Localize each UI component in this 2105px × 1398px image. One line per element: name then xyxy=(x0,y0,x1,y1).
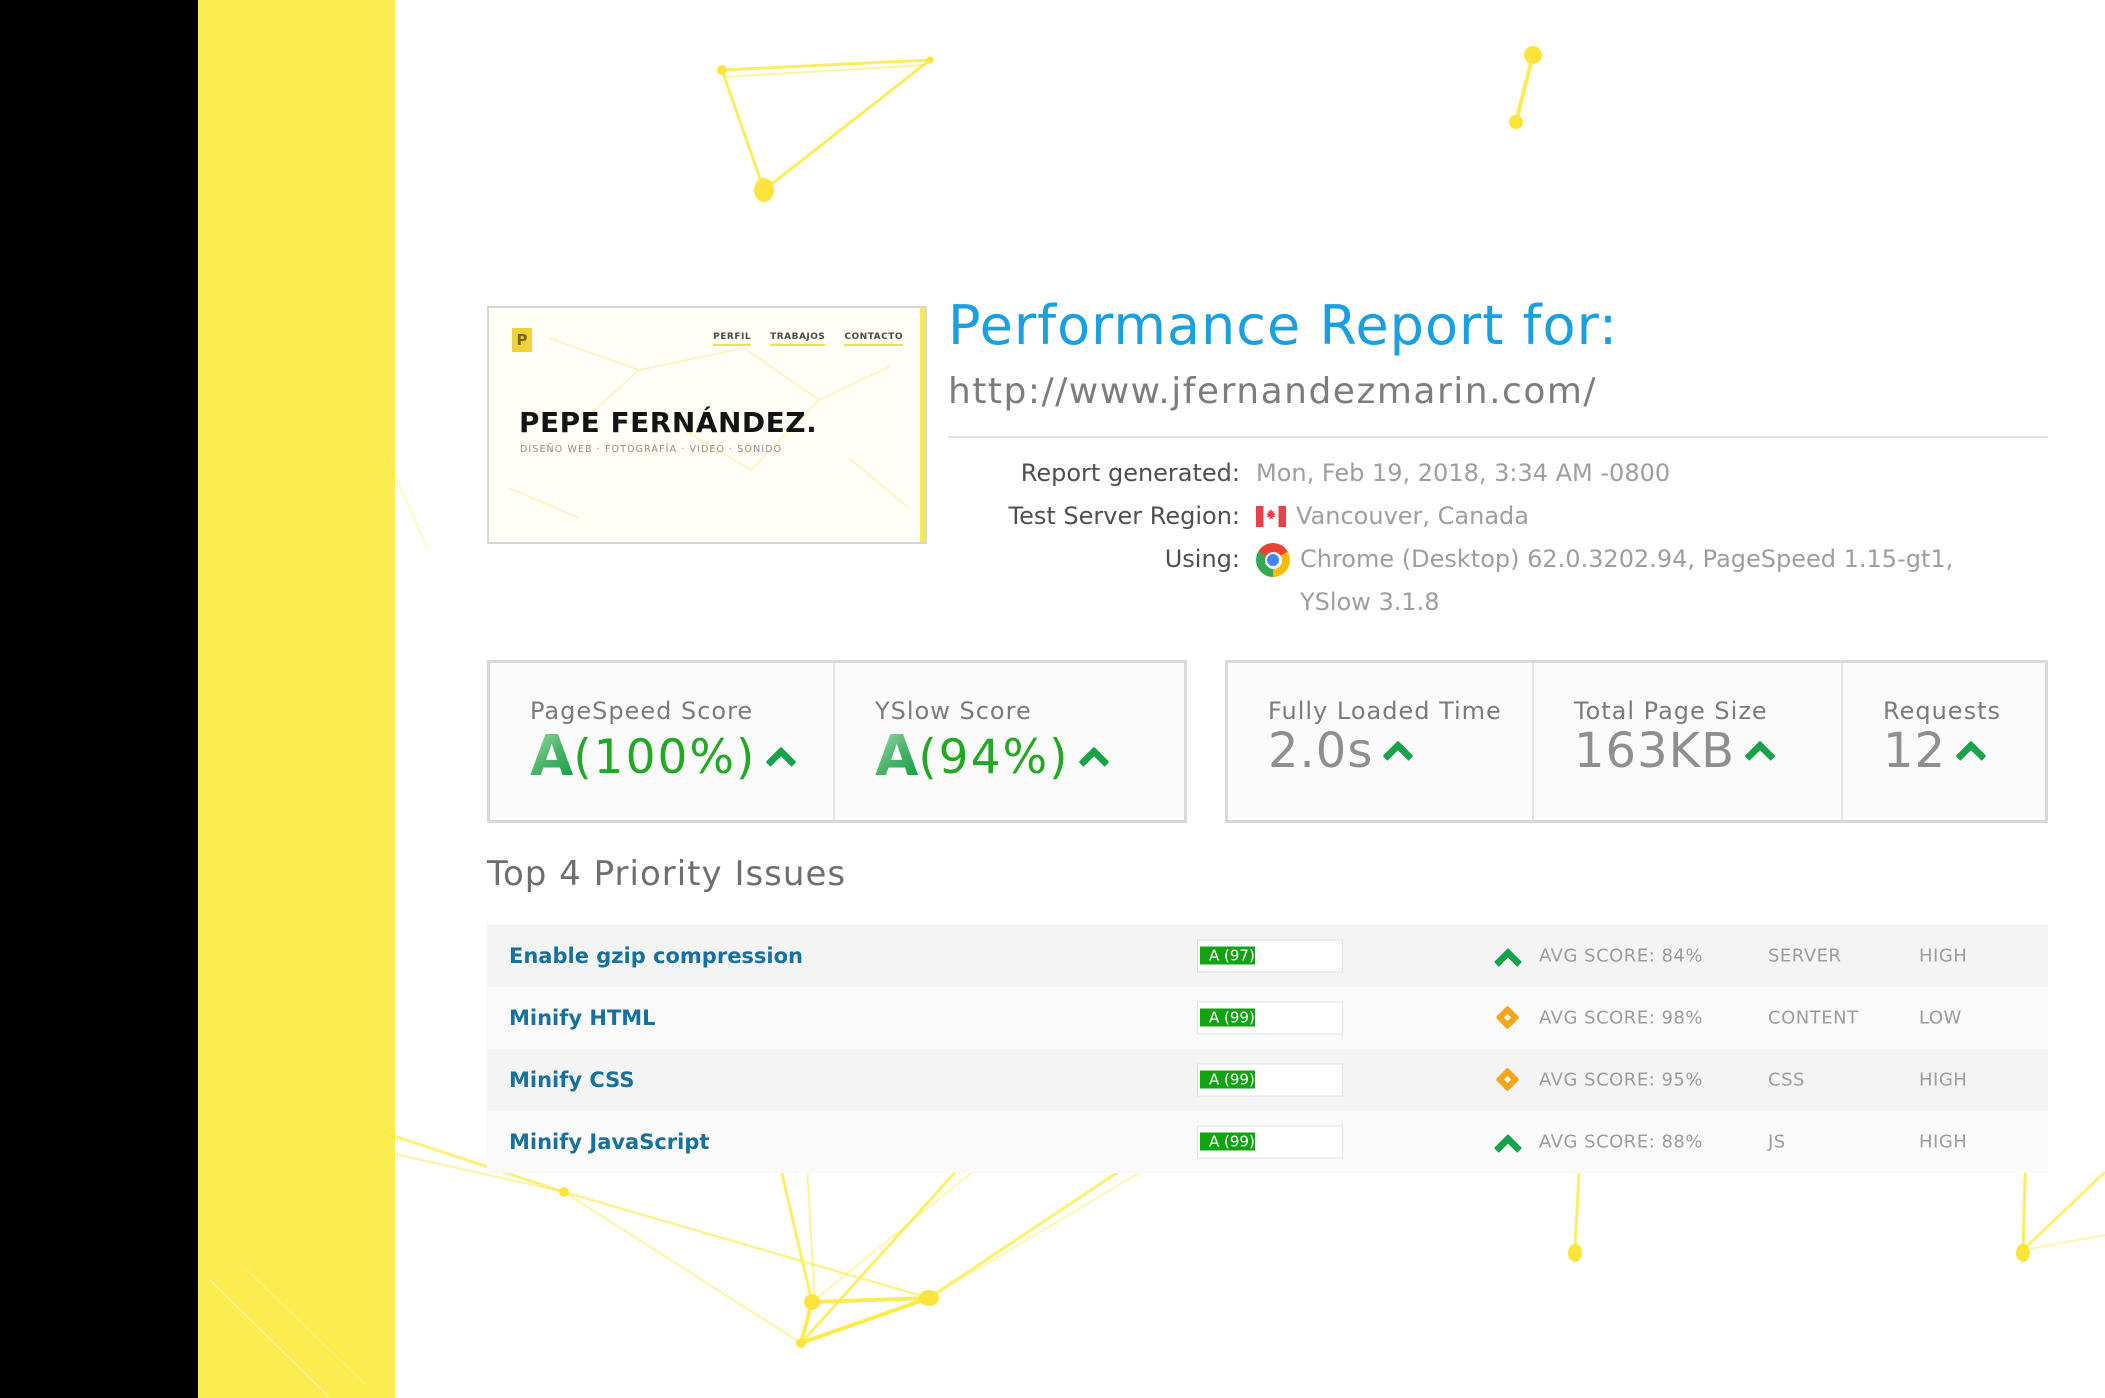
preview-site-tagline: DISEÑO WEB · FOTOGRAFÍA · VIDEO · SONIDO xyxy=(520,444,783,455)
yslow-grade: A xyxy=(875,724,919,789)
issue-row[interactable]: Minify JavaScript A (99) AVG SCORE: 88% … xyxy=(487,1111,2048,1173)
trend-up-caret-icon[interactable] xyxy=(1382,740,1414,772)
issue-category: JS xyxy=(1768,1131,1786,1153)
total-page-size-cell: Total Page Size 163KB xyxy=(1532,663,1841,820)
pagespeed-grade: A xyxy=(530,724,574,789)
trend-up-caret-icon[interactable] xyxy=(1078,746,1111,778)
total-page-size-label: Total Page Size xyxy=(1574,697,1768,725)
thumbnail-background-pattern xyxy=(508,337,910,519)
avg-score: AVG SCORE: 84% xyxy=(1539,945,1703,967)
avg-score: AVG SCORE: 88% xyxy=(1539,1131,1703,1153)
issue-category: SERVER xyxy=(1768,945,1842,967)
issue-priority: HIGH xyxy=(1919,1131,1968,1153)
preview-nav-item: CONTACTO xyxy=(844,332,903,346)
issue-link[interactable]: Enable gzip compression xyxy=(509,944,804,968)
chrome-icon xyxy=(1256,543,1290,577)
preview-yellow-edge xyxy=(920,308,925,542)
page-title: Performance Report for: xyxy=(948,294,1619,357)
requests-label: Requests xyxy=(1883,697,2001,725)
issue-row[interactable]: Enable gzip compression A (97) AVG SCORE… xyxy=(487,925,2048,987)
pagespeed-score-cell: PageSpeed Score A (100%) xyxy=(490,663,833,820)
issue-priority: LOW xyxy=(1919,1007,1962,1029)
trend-up-caret-icon[interactable] xyxy=(1955,740,1987,772)
canada-flag-icon xyxy=(1256,506,1286,527)
chevron-up-icon xyxy=(1495,943,1521,969)
score-badge-fill: A (99) xyxy=(1200,1008,1255,1027)
avg-score: AVG SCORE: 98% xyxy=(1539,1007,1703,1029)
meta-value: Vancouver, Canada xyxy=(1256,495,1529,538)
site-preview-thumbnail: P PERFIL TRABAJOS CONTACTO PEPE FERNÁNDE… xyxy=(487,306,927,544)
meta-label: Using: xyxy=(1164,545,1240,573)
issue-link[interactable]: Minify JavaScript xyxy=(509,1130,710,1154)
issue-priority: HIGH xyxy=(1919,1069,1968,1091)
meta-report-generated: Report generated: Mon, Feb 19, 2018, 3:3… xyxy=(948,452,2048,495)
preview-nav: PERFIL TRABAJOS CONTACTO xyxy=(713,332,903,346)
diamond-icon xyxy=(1495,1005,1521,1031)
score-badge-fill: A (99) xyxy=(1200,1132,1255,1151)
preview-nav-item: TRABAJOS xyxy=(770,332,826,346)
score-badge-fill: A (99) xyxy=(1200,1070,1255,1089)
score-badge: A (99) xyxy=(1197,1125,1343,1159)
score-badge-fill: A (97) xyxy=(1200,946,1255,965)
issue-category: CONTENT xyxy=(1768,1007,1859,1029)
grade-scores-box: PageSpeed Score A (100%) YSlow Score A (… xyxy=(487,660,1187,823)
total-page-size-value: 163KB xyxy=(1574,723,1736,779)
issue-link[interactable]: Minify HTML xyxy=(509,1006,656,1030)
pagespeed-percent: (100%) xyxy=(573,729,757,785)
score-badge: A (99) xyxy=(1197,1001,1343,1035)
page-stats-box: Fully Loaded Time 2.0s Total Page Size 1… xyxy=(1225,660,2048,823)
report-generated-value: Mon, Feb 19, 2018, 3:34 AM -0800 xyxy=(1256,459,1671,487)
left-yellow-bar xyxy=(198,0,395,1398)
pagespeed-score-label: PageSpeed Score xyxy=(530,697,754,725)
chevron-up-icon xyxy=(1495,1129,1521,1155)
preview-site-title: PEPE FERNÁNDEZ. xyxy=(519,406,818,439)
meta-test-server-region: Test Server Region: Vancouver, Canada xyxy=(948,495,2048,538)
priority-issues-table: Enable gzip compression A (97) AVG SCORE… xyxy=(487,925,2048,1173)
issue-row[interactable]: Minify HTML A (99) AVG SCORE: 98% CONTEN… xyxy=(487,987,2048,1049)
meta-label: Test Server Region: xyxy=(1008,502,1240,530)
left-black-bar xyxy=(0,0,198,1398)
report-url[interactable]: http://www.jfernandezmarin.com/ xyxy=(948,371,1598,412)
score-badge: A (97) xyxy=(1197,939,1343,973)
requests-cell: Requests 12 xyxy=(1841,663,2045,820)
requests-value: 12 xyxy=(1883,723,1947,779)
test-server-region-value: Vancouver, Canada xyxy=(1296,502,1529,530)
diamond-icon xyxy=(1495,1067,1521,1093)
report-header: Performance Report for: http://www.jfern… xyxy=(948,294,2048,624)
fully-loaded-time-label: Fully Loaded Time xyxy=(1268,697,1502,725)
issue-priority: HIGH xyxy=(1919,945,1968,967)
score-badge: A (99) xyxy=(1197,1063,1343,1097)
yslow-percent: (94%) xyxy=(918,729,1070,785)
meta-value: Mon, Feb 19, 2018, 3:34 AM -0800 xyxy=(1256,452,1670,495)
yslow-score-label: YSlow Score xyxy=(875,697,1032,725)
issues-heading: Top 4 Priority Issues xyxy=(487,854,847,894)
issue-link[interactable]: Minify CSS xyxy=(509,1068,635,1092)
report-meta: Report generated: Mon, Feb 19, 2018, 3:3… xyxy=(948,452,2048,624)
meta-label: Report generated: xyxy=(1020,459,1240,487)
fully-loaded-time-value: 2.0s xyxy=(1268,723,1374,779)
meta-using: Using: Chrome (Desktop) 62.0.3202.94, Pa… xyxy=(948,538,2048,624)
header-divider xyxy=(948,436,2048,438)
trend-up-caret-icon[interactable] xyxy=(765,746,797,778)
yslow-score-cell: YSlow Score A (94%) xyxy=(833,663,1184,820)
issue-category: CSS xyxy=(1768,1069,1805,1091)
using-value: Chrome (Desktop) 62.0.3202.94, PageSpeed… xyxy=(1300,545,1954,616)
preview-nav-item: PERFIL xyxy=(713,332,752,346)
fully-loaded-time-cell: Fully Loaded Time 2.0s xyxy=(1228,663,1532,820)
issue-row[interactable]: Minify CSS A (99) AVG SCORE: 95% CSS HIG… xyxy=(487,1049,2048,1111)
meta-value: Chrome (Desktop) 62.0.3202.94, PageSpeed… xyxy=(1256,538,1990,624)
trend-up-caret-icon[interactable] xyxy=(1744,740,1776,772)
site-logo: P xyxy=(512,328,532,352)
avg-score: AVG SCORE: 95% xyxy=(1539,1069,1703,1091)
